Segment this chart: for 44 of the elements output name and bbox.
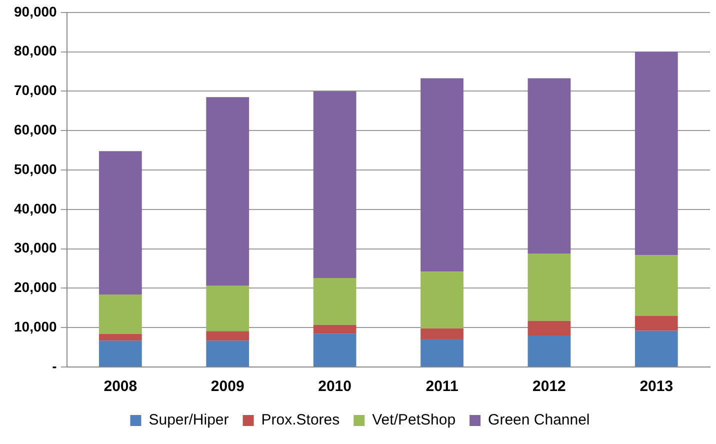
bar	[634, 255, 678, 316]
y-tick-label: 80,000	[14, 42, 58, 59]
bar	[313, 334, 356, 366]
legend-label: Vet/PetShop	[372, 412, 456, 429]
x-tick-label: 2012	[532, 378, 566, 396]
bar	[313, 278, 356, 325]
y-tick-label: 20,000	[14, 279, 58, 296]
y-tick-label: 70,000	[14, 82, 58, 98]
x-tick-label: 2008	[104, 378, 138, 396]
bar	[528, 335, 571, 366]
bar	[634, 52, 678, 256]
bar	[206, 285, 250, 332]
bar	[98, 294, 142, 334]
bar	[420, 272, 464, 328]
bar	[634, 316, 678, 331]
bar	[206, 331, 250, 341]
y-tick-label: 50,000	[14, 160, 58, 177]
y-tick-label: 60,000	[14, 121, 58, 138]
bar	[98, 151, 142, 295]
bar	[313, 324, 356, 334]
bar	[634, 330, 678, 366]
legend-label: Prox.Stores	[261, 412, 340, 429]
bar	[98, 334, 142, 341]
legend-label: Green Channel	[488, 412, 590, 429]
bar	[528, 254, 571, 321]
y-tick-label: 40,000	[14, 200, 58, 216]
y-tick-label: -	[52, 358, 58, 374]
bar	[313, 91, 356, 278]
x-tick-label: 2009	[210, 378, 244, 396]
legend-label: Super/Hiper	[148, 412, 229, 429]
bar	[420, 339, 464, 366]
y-tick-label: 90,000	[14, 3, 58, 20]
y-tick-label: 30,000	[14, 240, 58, 256]
x-tick-label: 2011	[426, 378, 458, 396]
bar	[420, 78, 464, 272]
bar	[528, 320, 571, 336]
bar	[420, 328, 464, 340]
bar	[528, 78, 571, 254]
x-tick-label: 2013	[640, 378, 674, 396]
x-tick-label: 2010	[318, 378, 352, 396]
bar	[206, 340, 250, 366]
y-tick-label: 10,000	[14, 318, 58, 334]
bar	[206, 97, 250, 286]
bar	[98, 340, 142, 366]
